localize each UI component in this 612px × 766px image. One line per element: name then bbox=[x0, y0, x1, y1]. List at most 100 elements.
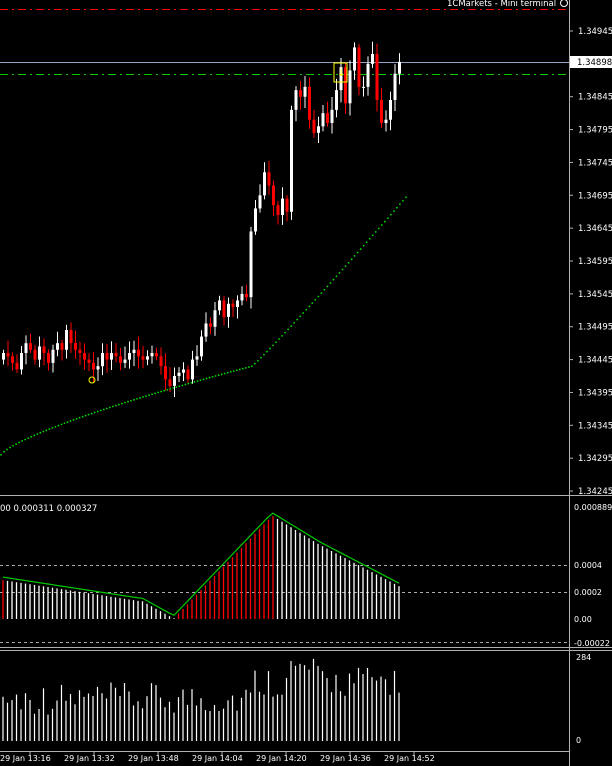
ma-dot bbox=[36, 433, 39, 436]
candle-body bbox=[6, 353, 10, 357]
ma-dot bbox=[0, 453, 2, 456]
candle-body bbox=[245, 293, 248, 298]
candle-body bbox=[294, 90, 298, 110]
price-label: 1.34945 bbox=[578, 27, 612, 37]
ma-dot bbox=[247, 366, 250, 368]
candle-body bbox=[87, 359, 91, 363]
ma-dot bbox=[326, 285, 329, 288]
ma-dot bbox=[329, 282, 332, 284]
candle-body bbox=[353, 47, 356, 71]
candle-body bbox=[42, 346, 46, 354]
ma-dot bbox=[362, 244, 365, 247]
candle-body bbox=[132, 349, 136, 354]
ma-dot bbox=[335, 275, 338, 278]
candle-body bbox=[204, 323, 208, 337]
price-label: 1.34745 bbox=[578, 158, 612, 168]
trade-marker[interactable] bbox=[333, 62, 348, 83]
time-label: 29 Jan 13:32 bbox=[64, 754, 115, 763]
candle-body bbox=[155, 353, 158, 357]
price-label: 1.34395 bbox=[578, 388, 612, 398]
candle-body bbox=[339, 67, 343, 91]
macd-histogram[interactable] bbox=[2, 516, 400, 619]
ma-dot bbox=[278, 338, 280, 340]
ma-dot bbox=[338, 272, 341, 274]
candles-series[interactable] bbox=[2, 41, 401, 398]
candle-body bbox=[389, 100, 392, 120]
ma-dot bbox=[130, 399, 132, 402]
ma-dot bbox=[386, 217, 389, 220]
ma-dot bbox=[184, 383, 187, 386]
candle-body bbox=[393, 73, 397, 101]
candle-body bbox=[213, 310, 217, 327]
ma-dot bbox=[320, 292, 323, 295]
candle-body bbox=[231, 303, 235, 308]
ma-dot bbox=[127, 400, 129, 403]
ma-dot bbox=[275, 341, 277, 344]
candle-body bbox=[101, 353, 104, 367]
candle-body bbox=[258, 195, 262, 209]
candle-body bbox=[348, 70, 352, 104]
ma-dot bbox=[332, 278, 335, 281]
ma-dot bbox=[226, 371, 229, 374]
ma-dot bbox=[181, 384, 184, 387]
ma-dot bbox=[15, 443, 18, 446]
candle-body bbox=[92, 362, 95, 370]
ma-dot bbox=[39, 431, 42, 434]
ma-dot bbox=[6, 448, 8, 451]
candle-body bbox=[371, 54, 374, 64]
candle-body bbox=[191, 359, 194, 380]
volume-histogram[interactable] bbox=[2, 658, 400, 741]
terminal-title[interactable]: 1CMarkets - Mini terminal bbox=[447, 0, 556, 9]
candle-body bbox=[285, 198, 289, 212]
price-label: 1.34445 bbox=[578, 356, 612, 366]
ma-dot bbox=[305, 308, 308, 311]
macd-axis-label: 0.0004 bbox=[574, 561, 602, 570]
alert-bell-icon[interactable] bbox=[88, 376, 96, 384]
candle-body bbox=[263, 172, 266, 196]
ma-dot bbox=[317, 295, 320, 298]
candle-body bbox=[335, 90, 338, 110]
ma-dot bbox=[196, 380, 199, 382]
candle-body bbox=[182, 369, 185, 373]
candle-body bbox=[384, 119, 388, 124]
ma-dot bbox=[30, 435, 33, 438]
candle-body bbox=[276, 205, 280, 216]
ma-dot bbox=[281, 334, 283, 337]
time-label: 29 Jan 13:16 bbox=[0, 754, 51, 763]
candle-body bbox=[267, 172, 271, 186]
terminal-close-icon[interactable] bbox=[560, 0, 568, 7]
ma-dot bbox=[172, 387, 175, 389]
trade-marker-icon: ↓ bbox=[337, 68, 345, 79]
ma-dot bbox=[220, 373, 223, 376]
ma-dot bbox=[269, 347, 271, 350]
candle-body bbox=[96, 366, 100, 370]
ma-dot bbox=[57, 424, 60, 427]
ma-dot bbox=[90, 412, 93, 415]
price-label: 1.34695 bbox=[578, 191, 612, 201]
candle-body bbox=[308, 86, 311, 120]
candle-body bbox=[240, 293, 244, 301]
ma-dot bbox=[223, 372, 226, 375]
candle-body bbox=[209, 323, 212, 327]
time-label: 29 Jan 14:20 bbox=[256, 754, 307, 763]
ma-dot bbox=[3, 450, 5, 453]
ma-dot bbox=[133, 398, 135, 401]
ma-dot bbox=[175, 386, 178, 389]
ma-dot bbox=[244, 366, 247, 369]
macd-signal-line bbox=[2, 512, 400, 616]
ma-dot bbox=[374, 231, 377, 233]
ma-dot bbox=[142, 396, 144, 398]
ma-dot bbox=[21, 440, 24, 442]
ma-dot bbox=[51, 427, 54, 429]
ma-dot bbox=[45, 429, 48, 432]
candle-body bbox=[29, 343, 32, 350]
ma-dot bbox=[169, 387, 172, 390]
ma-dot bbox=[105, 407, 108, 410]
candle-body bbox=[366, 63, 370, 87]
ma-dot bbox=[54, 425, 57, 428]
candle-body bbox=[312, 119, 316, 133]
price-label: 1.34345 bbox=[578, 421, 612, 431]
candle-body bbox=[33, 349, 37, 360]
ma-dot bbox=[311, 302, 314, 305]
